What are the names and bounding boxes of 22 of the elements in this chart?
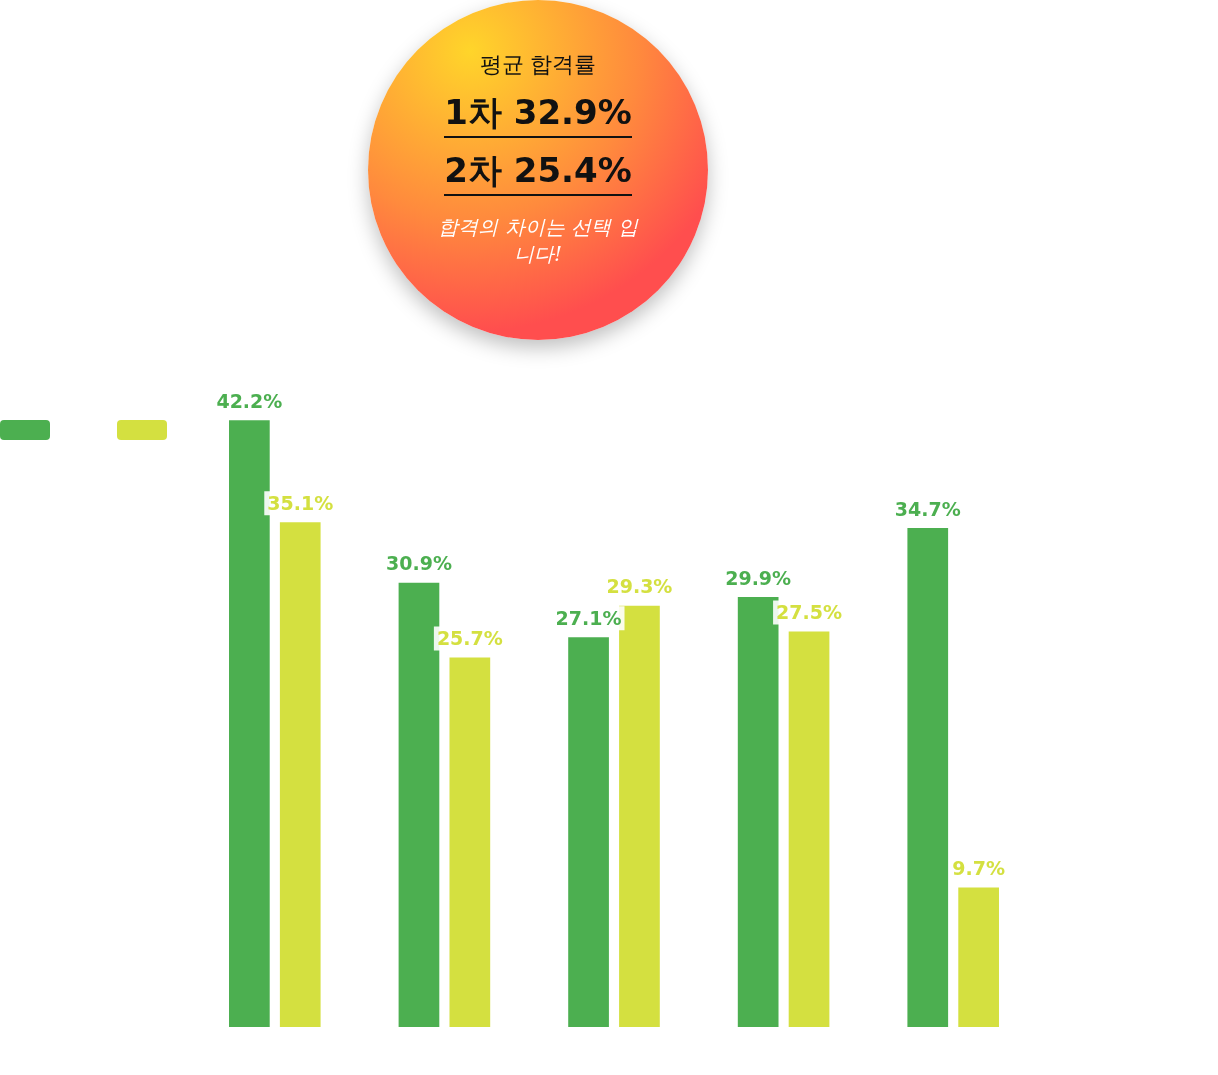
circle-badge: 평균 합격률 1차 32.9% 2차 25.4% 합격의 차이는 선택 입니다! [368, 0, 708, 340]
data-label: 35.1% [267, 491, 334, 514]
bar [619, 605, 660, 1027]
data-label: 29.3% [606, 575, 673, 598]
data-label: 25.7% [436, 626, 503, 649]
bar [737, 597, 779, 1027]
bar [958, 887, 999, 1027]
data-label: 9.7% [952, 856, 1005, 879]
bar [229, 420, 270, 1027]
bar [398, 582, 440, 1027]
data-label: 27.1% [555, 606, 622, 629]
bar [788, 631, 830, 1027]
data-label: 29.9% [725, 566, 792, 589]
bar [568, 637, 609, 1027]
data-label: 27.5% [776, 601, 842, 624]
data-label: 42.2% [216, 389, 283, 412]
data-label: 34.7% [894, 497, 961, 520]
bar [279, 522, 321, 1027]
chart-title: 평균 합격률 [478, 51, 598, 79]
data-label: 30.9% [386, 552, 452, 575]
bar [907, 528, 949, 1027]
bar [449, 657, 491, 1027]
